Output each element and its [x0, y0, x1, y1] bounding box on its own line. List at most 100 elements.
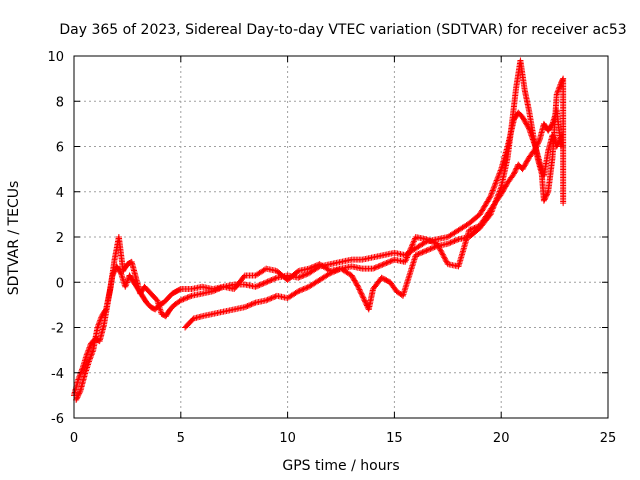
- data-point: [522, 161, 529, 168]
- data-point: [513, 165, 520, 172]
- data-point: [521, 162, 528, 169]
- data-point: [408, 242, 415, 249]
- data-point: [553, 91, 560, 98]
- x-tick-label: 15: [386, 431, 403, 446]
- data-point: [404, 253, 411, 260]
- data-point: [297, 273, 304, 280]
- data-point: [544, 190, 551, 197]
- data-point: [356, 286, 363, 293]
- y-tick-label: 2: [56, 231, 64, 246]
- data-point: [357, 287, 364, 294]
- data-point: [355, 285, 362, 292]
- data-point: [488, 209, 495, 216]
- data-point: [402, 258, 409, 265]
- x-tick-label: 0: [70, 431, 78, 446]
- data-point: [215, 286, 222, 293]
- data-point: [123, 279, 130, 286]
- data-point: [181, 295, 188, 302]
- data-point: [452, 237, 459, 244]
- data-point: [79, 366, 86, 373]
- data-point: [415, 250, 422, 257]
- data-point: [95, 321, 102, 328]
- data-point: [370, 265, 377, 272]
- data-point: [303, 284, 310, 291]
- data-point: [497, 187, 504, 194]
- data-point: [209, 288, 216, 295]
- data-point: [512, 166, 519, 173]
- data-point: [74, 393, 81, 400]
- data-point: [299, 286, 306, 293]
- data-point: [74, 394, 81, 401]
- data-point: [123, 280, 130, 287]
- data-point: [176, 298, 183, 305]
- data-point: [420, 248, 427, 255]
- data-point: [124, 278, 131, 285]
- data-point: [256, 282, 263, 289]
- data-point: [329, 269, 336, 276]
- data-point: [308, 264, 315, 271]
- data-point: [264, 296, 271, 303]
- data-point: [426, 246, 433, 253]
- data-point: [75, 376, 82, 383]
- data-point: [268, 276, 275, 283]
- data-point: [380, 261, 387, 268]
- data-point: [357, 289, 364, 296]
- data-point: [521, 117, 528, 124]
- grid: [74, 56, 608, 418]
- data-point: [439, 251, 446, 258]
- data-point: [542, 193, 549, 200]
- y-tick-label: 8: [56, 95, 64, 110]
- data-point: [241, 304, 248, 311]
- data-point: [556, 82, 563, 89]
- data-point: [560, 200, 567, 207]
- data-point: [75, 375, 82, 382]
- data-point: [267, 277, 274, 284]
- y-axis-label: SDTVAR / TECUs: [6, 181, 22, 296]
- data-point: [511, 170, 518, 177]
- data-point: [386, 258, 393, 265]
- x-axis-label: GPS time / hours: [282, 458, 399, 474]
- data-point: [554, 90, 561, 97]
- data-point: [431, 244, 438, 251]
- data-point: [362, 299, 369, 306]
- data-point: [543, 191, 550, 198]
- data-point: [422, 248, 429, 255]
- data-point: [247, 301, 254, 308]
- data-point: [89, 348, 96, 355]
- data-point: [423, 236, 430, 243]
- data-point: [407, 247, 414, 254]
- data-point: [295, 274, 302, 281]
- data-point: [387, 258, 394, 265]
- data-point: [522, 119, 529, 126]
- data-point: [489, 187, 496, 194]
- data-point: [467, 226, 474, 233]
- x-tick-label: 25: [600, 431, 617, 446]
- data-point: [494, 194, 501, 201]
- data-point: [76, 390, 83, 397]
- chart-title: Day 365 of 2023, Sidereal Day-to-day VTE…: [59, 22, 626, 38]
- data-point: [216, 285, 223, 292]
- data-point: [466, 227, 473, 234]
- data-point: [492, 199, 499, 206]
- data-point: [349, 273, 356, 280]
- data-point: [122, 283, 129, 290]
- data-point: [88, 352, 95, 359]
- data-point: [427, 237, 434, 244]
- data-point: [443, 258, 450, 265]
- data-point: [75, 391, 82, 398]
- data-point: [268, 295, 275, 302]
- data-point: [271, 293, 278, 300]
- y-tick-label: 6: [56, 141, 64, 156]
- data-point: [299, 273, 306, 280]
- data-point: [244, 303, 251, 310]
- data-point: [88, 351, 95, 358]
- data-point: [263, 297, 270, 304]
- data-point: [470, 225, 477, 232]
- data-point: [359, 293, 366, 300]
- data-point: [494, 176, 501, 183]
- data-point: [183, 295, 190, 302]
- data-point: [541, 196, 548, 203]
- data-point: [437, 247, 444, 254]
- y-tick-label: 4: [56, 186, 64, 201]
